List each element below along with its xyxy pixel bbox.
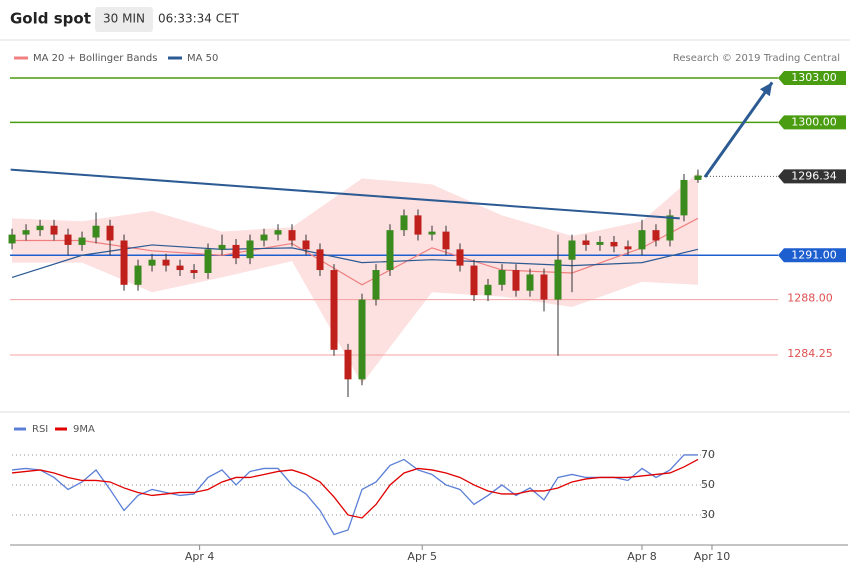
candle-body <box>232 244 240 259</box>
candle-body <box>512 270 520 291</box>
candle-body <box>386 230 394 271</box>
candle-body <box>78 237 86 245</box>
candle-body <box>50 225 58 235</box>
y-tick-label: 50 <box>701 478 715 491</box>
candle-body <box>22 230 30 235</box>
x-tick-label: Apr 10 <box>694 550 731 563</box>
legend-label: MA 20 + Bollinger Bands <box>33 53 157 64</box>
candle-body <box>260 234 268 241</box>
candle-body <box>498 270 506 285</box>
candle-body <box>92 225 100 238</box>
arrow-head <box>759 82 773 97</box>
candle-body <box>638 230 646 250</box>
candle-body <box>148 259 156 266</box>
candle-body <box>610 241 618 247</box>
candle-body <box>694 175 702 180</box>
credit: Research © 2019 Trading Central <box>673 53 840 64</box>
level-label: 1303.00 <box>791 71 837 84</box>
bollinger-band <box>12 172 698 384</box>
candle-body <box>288 230 296 241</box>
y-tick-label: 70 <box>701 448 715 461</box>
level-box <box>778 248 846 263</box>
candle-body <box>540 274 548 300</box>
candle-body <box>372 270 380 300</box>
candle-body <box>666 215 674 241</box>
candle-body <box>204 249 212 273</box>
candle-body <box>568 240 576 260</box>
candle-body <box>120 240 128 285</box>
series-line <box>11 458 699 519</box>
y-tick-label: 30 <box>701 508 715 521</box>
legend-label: MA 50 <box>187 53 218 64</box>
trendline <box>10 168 680 220</box>
candle-body <box>134 265 142 285</box>
candle-body <box>400 215 408 231</box>
level-label: 1291.00 <box>791 248 837 261</box>
candle-body <box>64 234 72 245</box>
trendline <box>703 81 774 178</box>
interval-box <box>95 7 153 32</box>
candle-body <box>106 225 114 241</box>
moving-average <box>11 244 699 278</box>
candle-body <box>176 265 184 271</box>
candle-body <box>274 230 282 235</box>
x-tick-label: Apr 8 <box>627 550 657 563</box>
candle-body <box>470 265 478 296</box>
candle-body <box>316 249 324 271</box>
level-box <box>778 169 846 184</box>
title: Gold spot <box>10 10 91 28</box>
series-line <box>11 454 698 536</box>
level-label: 1284.25 <box>787 347 833 360</box>
candle-body <box>456 249 464 266</box>
candle-body <box>302 240 310 250</box>
candle-body <box>330 270 338 350</box>
level-box <box>778 70 846 85</box>
x-tick-label: Apr 5 <box>407 550 437 563</box>
candle-body <box>414 215 422 235</box>
candle-body <box>428 231 436 235</box>
candle-body <box>190 270 198 273</box>
candle-body <box>680 179 688 216</box>
candle-body <box>8 234 16 244</box>
interval: 30 MIN <box>103 12 145 26</box>
candle-body <box>596 241 604 245</box>
legend-label: 9MA <box>73 424 95 435</box>
candle-body <box>526 274 534 291</box>
candle-body <box>344 349 352 380</box>
candle-body <box>246 240 254 259</box>
candle-body <box>36 225 44 231</box>
candle-body <box>652 230 660 241</box>
candle-body <box>442 231 450 250</box>
level-label: 1288.00 <box>787 292 833 305</box>
level-label: 1296.34 <box>791 169 837 182</box>
level-box <box>778 115 846 130</box>
candle-body <box>484 284 492 296</box>
candle-body <box>218 244 226 250</box>
legend-label: RSI <box>32 424 48 435</box>
time: 06:33:34 CET <box>158 12 240 26</box>
candle-body <box>358 299 366 380</box>
level-label: 1300.00 <box>791 115 837 128</box>
candle-body <box>162 259 170 266</box>
candle-body <box>554 259 562 300</box>
candle-body <box>582 240 590 245</box>
candle-body <box>624 246 632 250</box>
x-tick-label: Apr 4 <box>185 550 215 563</box>
